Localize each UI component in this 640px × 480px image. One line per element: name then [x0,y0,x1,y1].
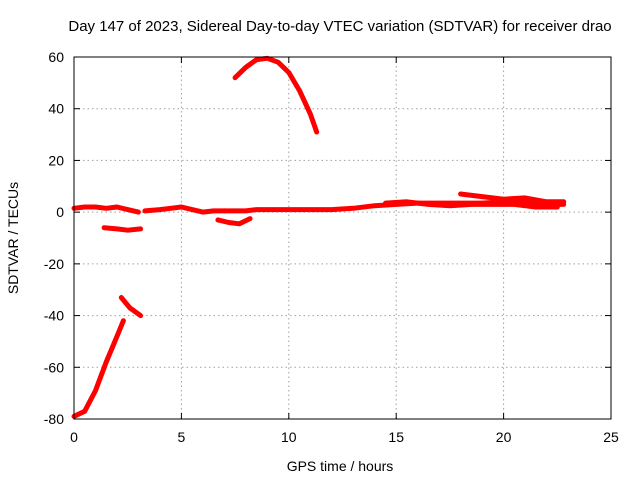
series-drop [118,295,144,319]
series-baseline-5 [458,191,567,205]
x-axis-label: GPS time / hours [287,458,394,474]
series-dip-segment [101,225,144,233]
x-tick-label: 25 [603,429,619,445]
x-tick-label: 10 [281,429,297,445]
chart-title: Day 147 of 2023, Sidereal Day-to-day VTE… [68,18,611,35]
y-axis-label: SDTVAR / TECUs [5,182,21,294]
series-baseline-1 [71,204,141,215]
y-tick-label: 20 [48,152,64,168]
grid-lines [74,57,611,419]
y-tick-label: -60 [44,359,64,375]
axis-ticks [73,56,612,420]
plot-frame [73,56,612,420]
x-tick-label: 20 [496,429,512,445]
x-tick-label: 5 [178,429,186,445]
x-tick-label: 15 [388,429,404,445]
series-baseline-4 [383,199,560,210]
series-small-dip [215,216,253,227]
x-tick-labels: 0 5 10 15 20 25 [70,429,619,445]
y-tick-labels: -80 -60 -40 -20 0 20 40 60 [44,49,64,427]
x-tick-label: 0 [70,429,78,445]
series-arc [232,55,320,135]
y-tick-label: -80 [44,411,64,427]
y-tick-label: 40 [48,101,64,117]
series-baseline-2 [142,204,227,215]
data-series [71,55,567,419]
y-tick-label: -20 [44,256,64,272]
series-rise [71,318,126,419]
y-tick-label: -40 [44,308,64,324]
y-tick-label: 0 [56,204,64,220]
y-tick-label: 60 [48,49,64,65]
